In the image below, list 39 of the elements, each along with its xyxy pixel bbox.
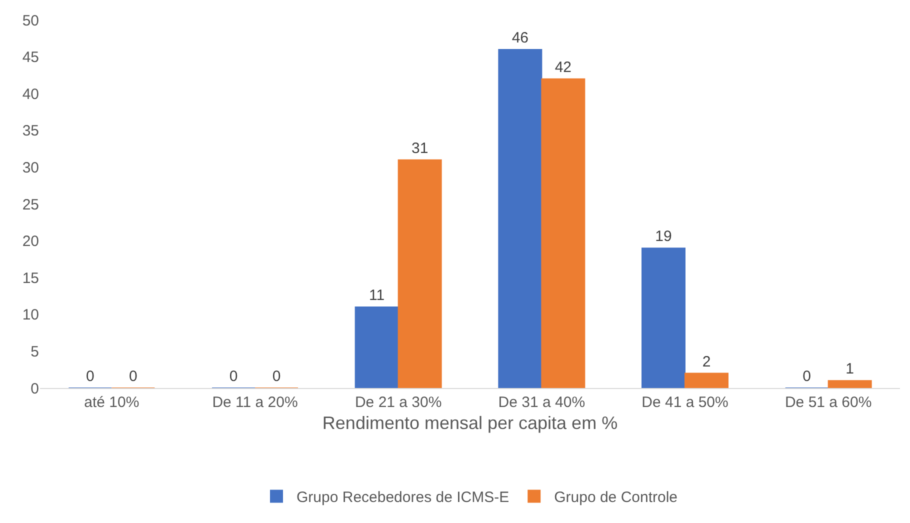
y-tick-label: 5 (30, 343, 39, 360)
bar (541, 78, 586, 388)
data-label: 0 (129, 368, 138, 385)
data-label: 2 (702, 353, 711, 370)
data-label: 42 (554, 58, 572, 76)
data-label: 0 (229, 368, 238, 385)
data-label: 31 (411, 140, 428, 157)
data-label: 0 (802, 368, 811, 385)
data-label: 1 (846, 360, 854, 378)
y-tick-label: 50 (22, 12, 39, 30)
bar (684, 372, 728, 388)
data-label: 0 (86, 368, 94, 385)
x-tick-label: De 11 a 20% (212, 394, 298, 411)
y-tick-label: 0 (30, 380, 39, 398)
bar (828, 380, 872, 388)
bar (398, 159, 442, 388)
y-tick-label: 30 (22, 159, 39, 176)
x-tick-label: De 41 a 50% (642, 394, 728, 411)
bar (498, 48, 542, 388)
data-label: 0 (272, 368, 281, 385)
y-tick-label: 15 (22, 270, 39, 287)
legend-label: Grupo de Controle (554, 489, 678, 506)
y-tick-label: 40 (22, 86, 39, 103)
x-tick-label: De 21 a 30% (354, 394, 442, 411)
legend-label: Grupo Recebedores de ICMS-E (296, 489, 510, 506)
y-tick-label: 20 (22, 233, 39, 250)
x-tick-label: De 31 a 40% (498, 394, 586, 411)
x-tick-label: até 10% (84, 394, 140, 411)
y-tick-label: 45 (22, 49, 39, 66)
y-tick-label: 35 (22, 122, 39, 140)
y-tick-label: 10 (22, 306, 39, 324)
bar (354, 306, 399, 388)
x-axis-title: Rendimento mensal per capita em % (322, 413, 618, 434)
y-tick-label: 25 (22, 196, 39, 214)
x-tick-label: De 51 a 60% (784, 394, 872, 411)
data-label: 19 (655, 228, 672, 246)
data-label: 11 (369, 287, 385, 304)
bar (642, 248, 686, 388)
data-label: 46 (512, 29, 529, 46)
